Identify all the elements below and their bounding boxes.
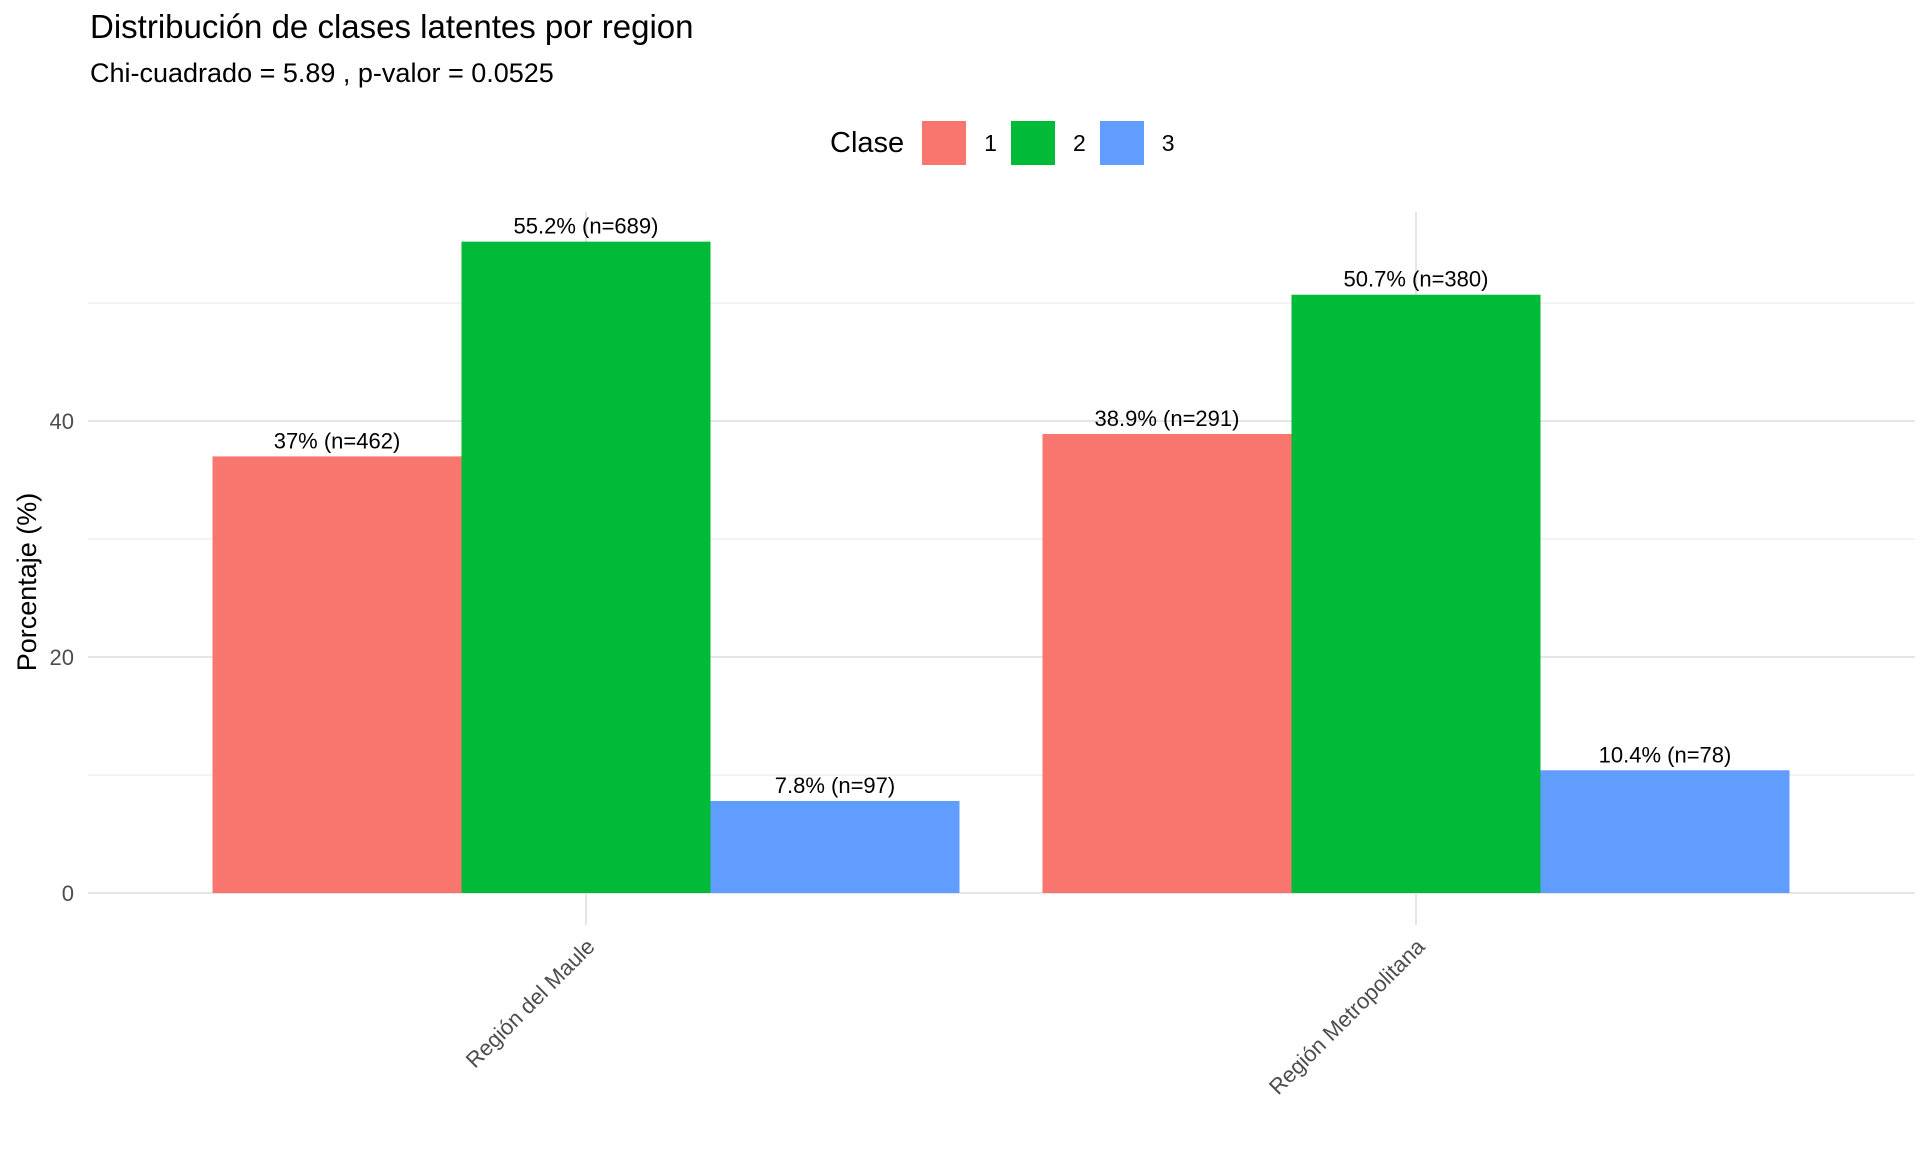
legend-key-1 xyxy=(922,121,967,165)
y-axis-title: Porcentaje (%) xyxy=(12,493,42,672)
legend-key-3 xyxy=(1099,121,1144,165)
legend-label-2: 2 xyxy=(1072,129,1086,156)
y-tick-label: 40 xyxy=(50,409,74,434)
legend-item-1: 1 xyxy=(922,121,997,165)
bar-clase-3-2 xyxy=(1540,770,1790,893)
bar-clase-2-2 xyxy=(1291,294,1541,893)
x-tick-label: Región Metropolitana xyxy=(1264,933,1430,1099)
bar-data-label: 55.2% (n=689) xyxy=(514,214,659,239)
bar-data-label: 38.9% (n=291) xyxy=(1095,406,1240,431)
chart-subtitle: Chi-cuadrado = 5.89 , p-valor = 0.0525 xyxy=(90,58,554,88)
legend-item-3: 3 xyxy=(1099,121,1175,165)
y-tick-label: 20 xyxy=(50,645,74,670)
chart-title: Distribución de clases latentes por regi… xyxy=(90,8,694,45)
legend-item-2: 2 xyxy=(1010,121,1086,165)
bar-data-label: 10.4% (n=78) xyxy=(1599,742,1732,767)
bar-data-label: 50.7% (n=380) xyxy=(1344,267,1489,292)
label-layer: 37% (n=462) 55.2% (n=689) 7.8% (n=97) 38.9%… xyxy=(274,214,1732,798)
legend-title: Clase xyxy=(830,126,905,159)
legend-label-1: 1 xyxy=(984,129,997,156)
legend: Clase 1 2 3 xyxy=(830,120,1189,166)
bar-clase-3-1 xyxy=(710,800,960,893)
x-tick-label: Región del Maule xyxy=(461,934,600,1073)
bar-clase-1-2 xyxy=(1042,433,1292,893)
y-tick-label: 0 xyxy=(62,881,74,906)
bar-clase-2-1 xyxy=(461,241,711,893)
bar-data-label: 37% (n=462) xyxy=(274,428,401,453)
legend-key-2 xyxy=(1010,121,1055,165)
bar-data-label: 7.8% (n=97) xyxy=(775,773,895,798)
bar-layer xyxy=(212,241,1790,893)
bar-clase-1-1 xyxy=(212,456,462,893)
legend-label-3: 3 xyxy=(1161,129,1175,156)
